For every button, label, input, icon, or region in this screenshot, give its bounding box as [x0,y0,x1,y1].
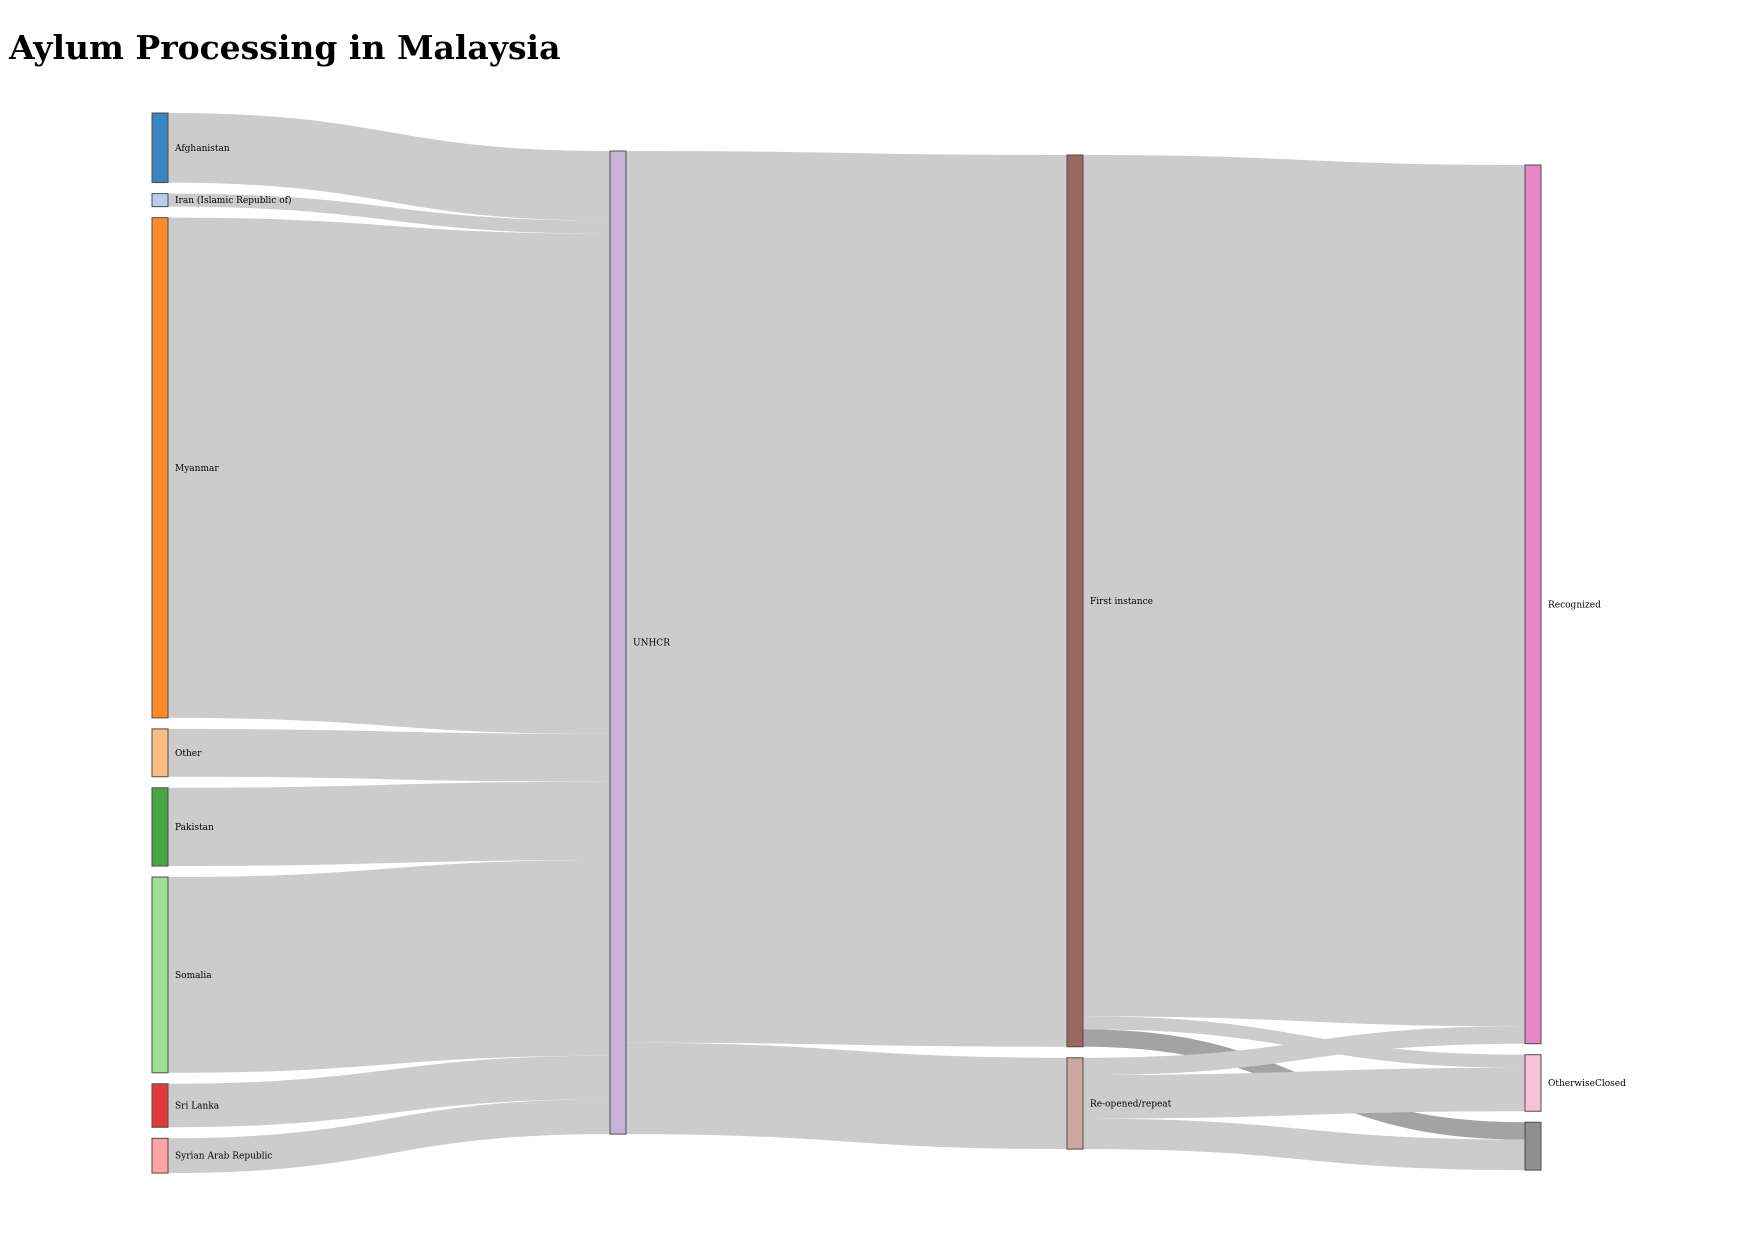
node-label-other: Other [175,749,202,759]
link-somalia-to-unhcr [168,860,610,1073]
sankey-links [168,113,1525,1174]
node-pakistan [151,787,169,867]
link-other-to-unhcr [168,728,610,782]
link-unhcr-to-first [626,151,1067,1047]
link-iran-to-unhcr [168,193,610,234]
node-label-pakistan: Pakistan [175,823,214,833]
node-reopened [1066,1057,1084,1150]
node-label-first: First instance [1090,597,1153,607]
node-label-somalia: Somalia [175,971,212,981]
sankey-nodes [151,112,1542,1174]
node-srilanka [151,1083,169,1128]
link-reopened-to-recognized [1083,1026,1525,1076]
node-somalia [151,876,169,1074]
node-afghanistan [151,112,169,184]
link-reopened-to-closed [1083,1067,1525,1119]
link-first-to-recognized [1083,155,1525,1027]
link-reopened-to-rejected [1083,1118,1525,1171]
node-label-unhcr: UNHCR [633,639,670,649]
link-unhcr-to-reopened [626,1042,1067,1150]
node-label-afghanistan: Afghanistan [174,144,230,154]
node-label-syria: Syrian Arab Republic [175,1152,272,1162]
link-myanmar-to-unhcr [168,217,610,734]
node-recognized [1524,164,1542,1045]
node-label-closed: OtherwiseClosed [1548,1079,1626,1089]
node-other [151,728,169,778]
node-syria [151,1137,169,1174]
chart-title: Aylum Processing in Malaysia [9,28,561,67]
node-unhcr [609,150,627,1135]
node-first [1066,154,1084,1048]
node-label-srilanka: Sri Lanka [175,1102,220,1112]
node-myanmar [151,217,169,719]
link-syria-to-unhcr [168,1099,610,1174]
link-srilanka-to-unhcr [168,1055,610,1128]
link-pakistan-to-unhcr [168,781,610,867]
node-closed [1524,1054,1542,1112]
node-label-reopened: Re-opened/repeat [1090,1099,1172,1109]
node-label-recognized: Recognized [1548,600,1601,610]
node-label-myanmar: Myanmar [175,464,219,474]
link-afghanistan-to-unhcr [168,113,610,221]
node-rejected [1524,1121,1542,1171]
node-label-iran: Iran (Islamic Republic of) [175,195,291,206]
node-iran [151,193,169,208]
sankey-labels: Afghanistan Iran (Islamic Republic of) Mya… [174,144,1626,1162]
